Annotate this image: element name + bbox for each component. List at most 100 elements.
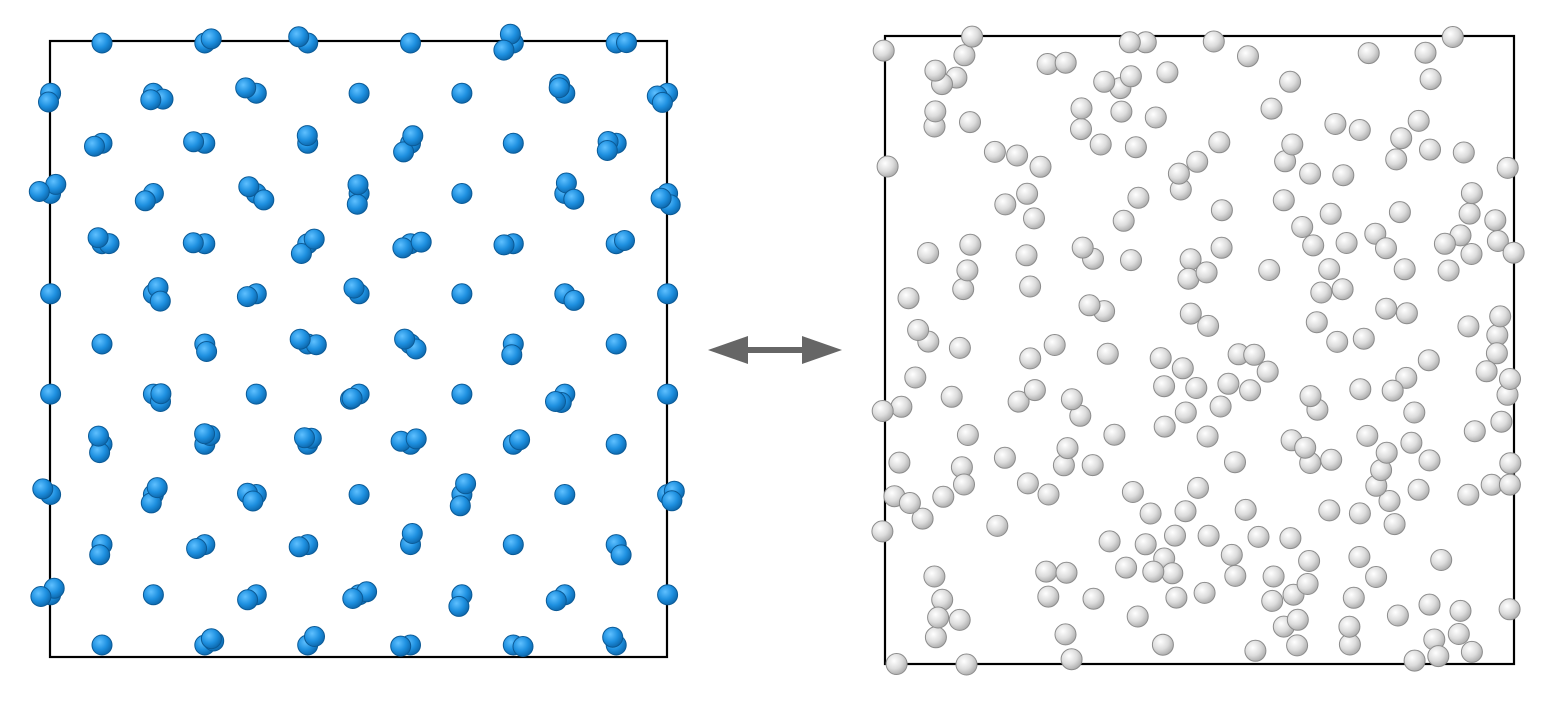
crystal-particle: [304, 626, 325, 647]
liquid-particle: [1019, 347, 1042, 370]
crystal-particle: [651, 91, 673, 113]
liquid-particle: [1243, 343, 1266, 366]
liquid-particle: [1124, 136, 1147, 159]
crystal-particle: [294, 427, 315, 449]
arrow-head-right: [802, 336, 842, 364]
liquid-particle: [917, 242, 940, 264]
liquid-particle: [1348, 502, 1371, 525]
crystal-particle: [183, 131, 205, 153]
liquid-particle: [1286, 634, 1309, 657]
crystal-particle: [200, 28, 222, 50]
crystal-particle: [40, 383, 62, 405]
liquid-particle: [1331, 278, 1354, 301]
arrow-head-left: [708, 336, 748, 364]
liquid-particle: [1320, 448, 1343, 471]
liquid-particle: [907, 319, 930, 341]
crystal-particle: [545, 590, 567, 612]
liquid-particle: [1071, 236, 1094, 259]
liquid-particle: [1262, 565, 1285, 588]
liquid-particle: [1179, 302, 1202, 325]
crystal-particle: [235, 77, 257, 99]
liquid-particle: [1060, 648, 1083, 671]
crystal-box-border: [48, 39, 669, 659]
crystal-particle: [32, 478, 54, 500]
liquid-particle: [1499, 368, 1521, 390]
liquid-particle: [1499, 452, 1522, 475]
crystal-particle: [394, 328, 416, 350]
liquid-particle: [1433, 232, 1456, 255]
liquid-particle: [1447, 623, 1470, 645]
crystal-particle: [400, 32, 421, 54]
crystal-particle: [288, 26, 310, 48]
crystal-particle: [605, 433, 627, 455]
liquid-particle: [1142, 560, 1165, 583]
liquid-box-border: [883, 34, 1516, 666]
liquid-particle: [1237, 45, 1259, 68]
crystal-panel: [28, 23, 685, 659]
liquid-particle: [1348, 119, 1371, 141]
liquid-particle: [961, 25, 984, 48]
crystal-particle: [200, 628, 222, 650]
crystal-particle: [657, 383, 679, 405]
liquid-particle: [1195, 261, 1218, 284]
crystal-particle: [451, 183, 473, 204]
crystal-particle: [238, 176, 260, 198]
crystal-particle: [448, 595, 470, 617]
crystal-particle: [91, 634, 113, 656]
liquid-particle: [1119, 65, 1142, 88]
liquid-particle: [1006, 144, 1029, 167]
crystal-particle: [390, 635, 412, 657]
crystal-particle: [303, 228, 325, 250]
crystal-particle: [392, 237, 414, 259]
crystal-particle: [563, 188, 585, 210]
crystal-particle: [149, 290, 171, 312]
liquid-particle: [1234, 498, 1257, 521]
liquid-particle: [1272, 189, 1295, 212]
liquid-particle: [1357, 42, 1380, 65]
crystal-particle: [91, 333, 113, 355]
liquid-particle: [1475, 360, 1498, 383]
liquid-particle: [1186, 150, 1209, 173]
crystal-particle: [182, 232, 204, 254]
liquid-particle: [890, 395, 913, 418]
liquid-particle: [1224, 451, 1246, 474]
crystal-particle: [512, 636, 534, 657]
liquid-particle: [1153, 375, 1176, 398]
liquid-particle: [1296, 573, 1319, 595]
liquid-particle: [1291, 216, 1314, 238]
crystal-particle: [605, 333, 627, 355]
crystal-particle: [402, 125, 424, 147]
crystal-particle: [142, 584, 164, 606]
liquid-particle: [1098, 530, 1121, 553]
liquid-particle: [1096, 342, 1119, 365]
liquid-particle: [1054, 623, 1077, 646]
liquid-particle: [1029, 155, 1052, 178]
liquid-particle: [1294, 436, 1317, 459]
liquid-particle: [1149, 347, 1172, 370]
crystal-particle: [393, 141, 415, 163]
liquid-particle: [983, 140, 1006, 163]
liquid-particle: [1484, 209, 1507, 232]
crystal-particle: [548, 77, 570, 99]
liquid-particle: [1037, 585, 1060, 608]
liquid-particle: [986, 514, 1009, 537]
liquid-particle: [948, 608, 971, 631]
crystal-particle: [28, 181, 50, 202]
liquid-particle: [1078, 294, 1101, 317]
liquid-particle: [1070, 97, 1093, 120]
liquid-particle: [1332, 164, 1355, 187]
liquid-particle: [1118, 31, 1141, 54]
liquid-particle: [1209, 395, 1232, 418]
liquid-particle: [1167, 162, 1190, 185]
liquid-particle: [1126, 605, 1149, 628]
liquid-particle: [956, 259, 979, 282]
liquid-particle: [1019, 275, 1042, 298]
liquid-particle: [927, 606, 950, 629]
liquid-particle: [1407, 478, 1430, 501]
crystal-particle: [614, 230, 635, 251]
liquid-particle: [1023, 379, 1046, 402]
liquid-particle: [1299, 162, 1322, 185]
crystal-particle: [347, 174, 369, 196]
liquid-particles: [871, 25, 1525, 676]
